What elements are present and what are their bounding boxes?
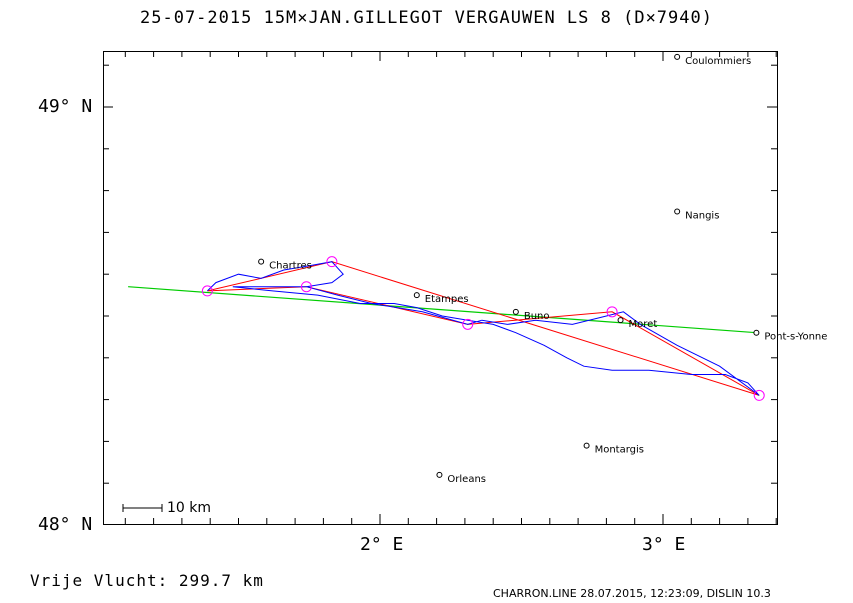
town-marker [258,258,265,265]
lon-3-label: 3° E [642,534,686,555]
task-route [207,261,760,396]
reference-line [128,286,757,334]
reference-line-layer [128,286,757,334]
lon-2-label: 2° E [360,534,404,555]
town-marker [674,208,681,215]
turnpoint-marker [201,285,213,297]
task-route-layer [207,261,760,396]
lat-49-label: 49° N [38,96,93,117]
turnpoint-marker [300,281,312,293]
town-label: Coulommiers [685,56,751,67]
turnpoint-marker [326,256,338,268]
town-label: Orleans [447,474,486,485]
scale-bar-label: 10 km [167,500,212,516]
town-marker [583,442,590,449]
town-label: Moret [629,319,658,330]
town-marker [436,471,443,478]
map-title: 25-07-2015 15M×JAN.GILLEGOT VERGAUWEN LS… [140,8,713,28]
town-layer: Coulommiers Nangis Chartres Etampes Buno More… [258,53,827,485]
town-marker [617,317,624,324]
turnpoint-marker [753,389,765,401]
flight-track-layer [207,261,760,396]
turnpoint-marker [462,318,474,330]
map-frame [103,51,778,525]
turnpoint-marker [606,306,618,318]
scale-bar [122,504,163,512]
turnpoint-layer [201,256,765,401]
free-flight-distance: Vrije Vlucht: 299.7 km [30,571,264,590]
town-label: Etampes [425,294,469,305]
town-marker [753,329,760,336]
town-label: Montargis [595,445,644,456]
town-label: Chartres [269,261,312,272]
flight-track [207,261,760,396]
town-marker [512,308,519,315]
town-marker [413,292,420,299]
town-label: Pont-s-Yonne [764,332,827,343]
town-label: Nangis [685,211,719,222]
town-marker [674,53,681,60]
software-credit: CHARRON.LINE 28.07.2015, 12:23:09, DISLI… [493,587,771,600]
axis-ticks [103,51,777,524]
town-label: Buno [524,311,550,322]
lat-48-label: 48° N [38,514,93,535]
